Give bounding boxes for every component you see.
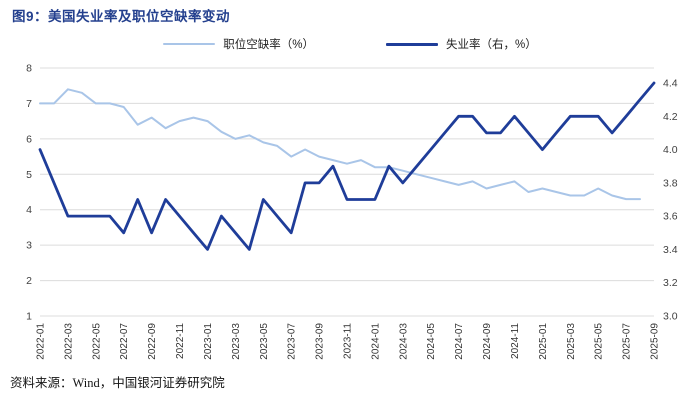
right-axis-tick: 3.2 <box>663 277 678 289</box>
x-axis-tick: 2022-07 <box>119 323 130 360</box>
legend-item-vacancy: 职位空缺率（%） <box>163 36 314 52</box>
x-axis-tick: 2024-05 <box>426 323 437 360</box>
chart-legend: 职位空缺率（%） 失业率（右，%） <box>0 36 700 52</box>
x-axis-tick: 2025-05 <box>594 323 605 360</box>
x-axis-tick: 2024-03 <box>398 323 409 360</box>
left-axis-tick: 6 <box>26 133 32 145</box>
x-axis-tick: 2024-01 <box>370 323 381 360</box>
left-axis-tick: 1 <box>26 311 32 323</box>
x-axis-tick: 2022-01 <box>36 323 47 360</box>
left-axis-tick: 4 <box>26 204 32 216</box>
line-chart: 1 2 3 4 5 6 7 8 3.0 3.2 3.4 3.6 3.8 4.0 4.2 4.4 2022-01 2… <box>26 63 678 360</box>
x-axis-tick: 2023-03 <box>231 323 242 360</box>
x-axis-tick: 2025-07 <box>622 323 633 360</box>
left-axis-tick: 7 <box>26 98 32 110</box>
right-axis-tick: 4.4 <box>663 78 678 90</box>
right-axis-tick: 3.0 <box>663 311 678 323</box>
left-axis-tick: 5 <box>26 169 32 181</box>
x-axis-tick: 2023-09 <box>315 323 326 360</box>
x-axis-tick: 2023-01 <box>203 323 214 360</box>
left-axis-tick: 8 <box>26 63 32 75</box>
right-axis-tick: 4.2 <box>663 111 678 123</box>
x-axis-tick: 2023-05 <box>259 323 270 360</box>
legend-label-vacancy: 职位空缺率（%） <box>223 39 314 51</box>
series-line-1 <box>38 81 656 251</box>
x-axis-tick: 2023-11 <box>343 323 354 359</box>
x-axis-tick: 2025-09 <box>650 323 661 360</box>
figure-title: 图9：美国失业率及职位空缺率变动 <box>12 9 231 24</box>
right-axis-tick: 3.6 <box>663 211 678 223</box>
legend-label-unemployment: 失业率（右，%） <box>446 39 537 51</box>
x-axis-tick: 2023-07 <box>287 323 298 360</box>
left-axis-tick: 2 <box>26 275 32 287</box>
series-line-0 <box>39 88 641 201</box>
x-axis-tick: 2022-03 <box>63 323 74 360</box>
vacancy-line-sample-icon <box>163 43 216 45</box>
source-note: 资料来源：Wind，中国银河证券研究院 <box>10 376 225 390</box>
x-axis-tick: 2024-07 <box>454 323 465 360</box>
x-axis-tick: 2025-01 <box>538 323 549 360</box>
right-axis-tick: 3.4 <box>663 244 678 256</box>
x-axis-tick: 2022-11 <box>175 323 186 359</box>
right-axis-tick: 3.8 <box>663 177 678 189</box>
x-axis-tick: 2024-11 <box>510 323 521 359</box>
x-axis-tick: 2024-09 <box>482 323 493 360</box>
legend-item-unemployment: 失业率（右，%） <box>386 36 537 52</box>
x-axis-tick: 2022-05 <box>91 323 102 360</box>
x-axis-tick: 2025-03 <box>566 323 577 360</box>
unemployment-line-sample-icon <box>386 42 438 46</box>
x-axis-tick: 2022-09 <box>147 323 158 360</box>
right-axis-tick: 4.0 <box>663 144 678 156</box>
left-axis-tick: 3 <box>26 240 32 252</box>
